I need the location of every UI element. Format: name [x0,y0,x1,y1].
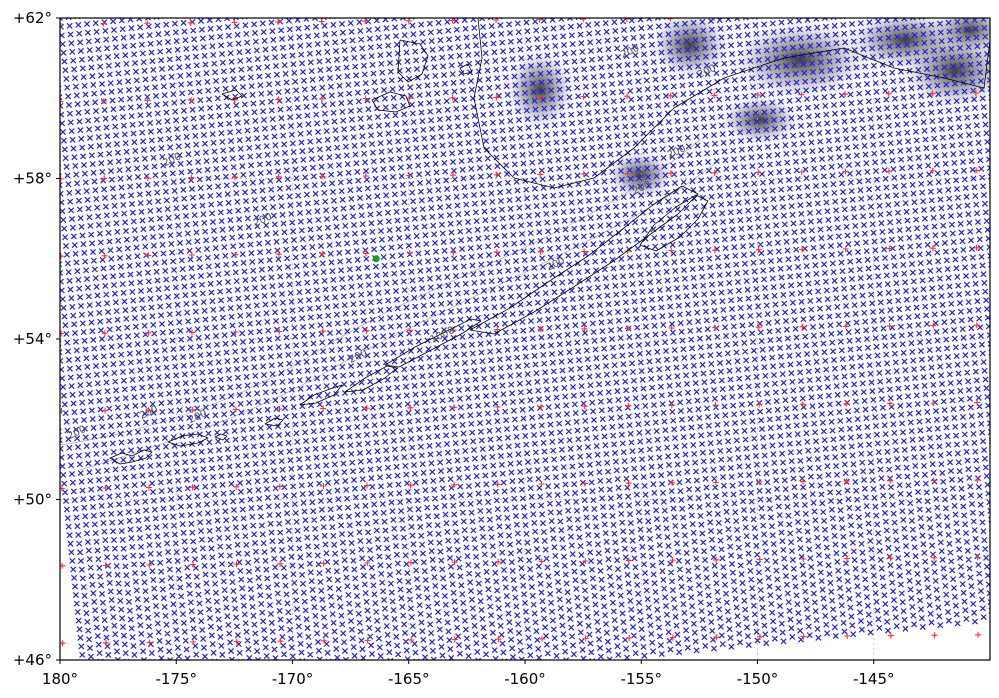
coastline-segment [459,63,473,75]
coastline-segment [384,318,482,368]
model-grid-points [60,18,990,660]
x-tick-label: -175° [155,670,197,688]
x-tick-label: -160° [504,670,546,688]
x-marker [60,18,990,660]
terrain-blob [930,18,990,55]
coastline-segment [299,384,343,406]
coastline [109,18,990,465]
coastline-segment [639,194,709,252]
latitude-axis: +62° +58° +54° +50° +46° [13,9,60,669]
coastline-segment [167,433,209,447]
x-tick-label: -150° [737,670,779,688]
coastline-segment [264,417,284,427]
x-tick-label: -155° [620,670,662,688]
x-tick-label: 180° [42,670,78,688]
graticule [60,18,990,660]
x-tick-label: -165° [388,670,430,688]
x-tick-label: -145° [853,670,895,688]
coarse-grid-points [60,18,981,647]
terrain-blob [650,18,730,80]
coastline-segment [469,185,699,335]
x-tick-label: -170° [272,670,314,688]
longitude-axis: 180° -175° -170° -165° -160° -155° -150° -145° [42,660,895,688]
coastline-segment [344,365,398,393]
y-tick-label: +54° [13,330,52,348]
terrain-blob [505,50,575,130]
coastline-segment [473,18,990,189]
y-tick-label: +62° [13,9,52,27]
coastline-segment [371,91,411,113]
coastline-segment [214,433,228,441]
y-tick-label: +50° [13,491,52,509]
y-tick-label: +46° [13,651,52,669]
plus-marker [60,18,981,647]
coastline-segment [221,89,243,101]
station-marker [372,255,380,263]
coastline-segment [109,449,153,465]
dot-marker [372,255,380,263]
coastline-segment [397,39,429,83]
y-tick-label: +58° [13,170,52,188]
